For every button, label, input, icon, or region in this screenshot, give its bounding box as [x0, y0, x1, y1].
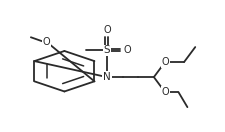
- Text: N: N: [103, 72, 111, 82]
- Text: O: O: [161, 57, 169, 67]
- Text: O: O: [161, 87, 169, 97]
- Text: O: O: [123, 45, 131, 55]
- Text: O: O: [103, 25, 111, 35]
- Text: S: S: [104, 45, 110, 55]
- Text: O: O: [43, 37, 50, 47]
